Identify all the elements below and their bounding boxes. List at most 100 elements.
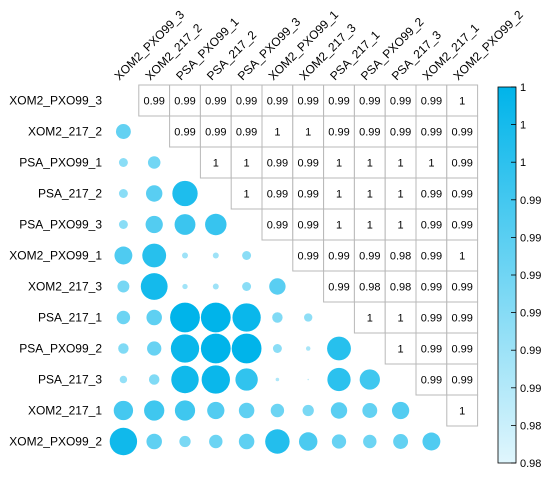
correlation-circle (148, 374, 160, 385)
value-label: 0.99 (328, 282, 349, 294)
value-label: 0.99 (421, 251, 442, 263)
correlation-circle (235, 368, 258, 391)
value-label: 0.99 (451, 158, 472, 170)
color-scale-tick-label: 0.99 (520, 345, 541, 357)
value-label: 0.98 (390, 282, 411, 294)
value-label: 1 (305, 127, 311, 139)
correlation-circle (330, 402, 348, 419)
value-label: 0.99 (236, 96, 257, 108)
value-label: 0.99 (359, 251, 380, 263)
color-scale-tick-label: 1 (520, 82, 526, 94)
correlation-circle (207, 401, 225, 420)
correlation-circle (140, 273, 168, 300)
row-label: PSA_PXO99_3 (19, 218, 102, 232)
correlation-circle (174, 400, 196, 421)
value-label: 1 (213, 158, 219, 170)
value-label: 0.99 (451, 313, 472, 325)
correlation-circle (116, 310, 131, 325)
correlation-circle (205, 213, 227, 236)
row-label: PSA_PXO99_2 (19, 342, 102, 356)
correlation-circle (147, 341, 162, 356)
correlation-circle (114, 246, 133, 265)
value-label: 0.99 (451, 127, 472, 139)
value-label: 0.99 (297, 189, 318, 201)
matrix-cell (353, 239, 386, 272)
matrix-cell (415, 363, 448, 396)
value-label: 0.99 (174, 127, 195, 139)
matrix-cell (446, 363, 479, 396)
correlation-circle (242, 282, 252, 291)
value-label: 0.99 (359, 96, 380, 108)
correlation-circle (117, 280, 130, 293)
matrix-cell (292, 115, 325, 148)
value-label: 0.99 (328, 251, 349, 263)
matrix-cell (230, 146, 263, 179)
correlation-circle (272, 344, 282, 353)
value-label: 0.99 (174, 96, 195, 108)
correlation-circle (298, 432, 318, 451)
correlation-circle (305, 346, 311, 351)
matrix-cell (353, 208, 386, 241)
matrix-cell (138, 84, 171, 117)
correlation-circle (170, 302, 200, 333)
correlation-circle (201, 365, 230, 394)
correlation-circle (118, 189, 128, 198)
value-label: 0.99 (421, 282, 442, 294)
correlation-circle (265, 429, 290, 454)
correlation-circle (242, 251, 252, 260)
correlation-circle (272, 312, 283, 323)
value-label: 1 (367, 158, 373, 170)
matrix-cell (415, 239, 448, 272)
value-label: 1 (459, 96, 465, 108)
color-scale-tick-label: 1 (520, 157, 526, 169)
value-label: 0.99 (451, 375, 472, 387)
value-label: 1 (367, 189, 373, 201)
correlation-circle (118, 220, 128, 229)
row-label: PSA_217_3 (38, 373, 102, 387)
row-label: XOM2_217_1 (28, 404, 102, 418)
matrix-cell (415, 146, 448, 179)
value-label: 0.99 (297, 96, 318, 108)
value-label: 0.99 (390, 127, 411, 139)
correlation-circle (359, 369, 380, 390)
value-label: 0.99 (451, 220, 472, 232)
correlation-circle (331, 434, 347, 449)
correlation-circle (362, 403, 378, 418)
correlation-circle (174, 214, 196, 235)
correlation-circle (170, 334, 200, 363)
correlation-circle (146, 309, 162, 326)
matrix-cell (415, 115, 448, 148)
row-label: XOM2_217_2 (28, 125, 102, 139)
value-label: 1 (459, 406, 465, 418)
value-label: 1 (428, 158, 434, 170)
matrix-cell (169, 115, 201, 148)
row-label: PSA_217_1 (38, 311, 102, 325)
correlation-circle (142, 243, 167, 268)
value-label: 1 (367, 220, 373, 232)
correlation-circle (109, 427, 138, 456)
correlation-circle (307, 378, 310, 381)
value-label: 1 (398, 313, 404, 325)
value-label: 1 (398, 344, 404, 356)
correlation-circle (182, 252, 188, 259)
correlation-circle (304, 313, 313, 322)
color-scale-tick-label: 0.98 (520, 458, 541, 470)
row-label: PSA_PXO99_1 (19, 156, 102, 170)
correlation-circle (182, 283, 188, 290)
value-label: 1 (459, 251, 465, 263)
value-label: 0.99 (421, 96, 442, 108)
value-label: 0.99 (267, 96, 288, 108)
correlation-circle (179, 435, 191, 448)
correlation-circle (269, 278, 286, 295)
correlation-circle (238, 402, 255, 419)
correlation-values: 0.99 0.99 0.99 0.99 0.99 0.99 0.99 0.99 0.99 0.99… (143, 96, 472, 418)
matrix-cell (446, 239, 479, 272)
matrix-cell (230, 115, 263, 148)
matrix-cell (353, 270, 386, 303)
row-label: XOM2_PXO99_3 (9, 94, 102, 108)
correlation-circle (212, 252, 219, 259)
value-label: 0.99 (236, 127, 257, 139)
row-label: XOM2_217_3 (28, 280, 102, 294)
value-label: 1 (244, 158, 250, 170)
grid-lines (138, 84, 479, 427)
